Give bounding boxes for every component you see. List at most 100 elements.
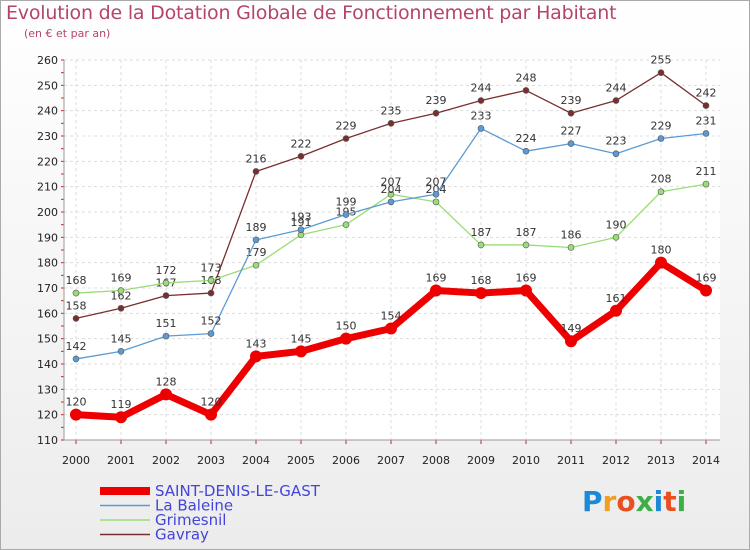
x-tick-label: 2002 — [152, 454, 180, 467]
x-tick-label: 2009 — [467, 454, 495, 467]
x-tick-label: 2014 — [692, 454, 720, 467]
data-label: 128 — [156, 375, 177, 388]
x-tick-label: 2007 — [377, 454, 405, 467]
data-label: 119 — [111, 398, 132, 411]
data-point — [567, 140, 575, 147]
data-label: 199 — [336, 196, 357, 209]
chart-subtitle: (en € et par an) — [24, 27, 111, 40]
data-label: 161 — [606, 292, 627, 305]
data-point — [387, 198, 395, 206]
data-point — [252, 261, 260, 269]
data-label: 179 — [246, 246, 267, 259]
data-point — [117, 287, 125, 294]
data-label: 120 — [66, 396, 87, 409]
data-label: 169 — [696, 272, 717, 285]
x-tick-label: 2010 — [512, 454, 540, 467]
data-point — [342, 211, 350, 218]
data-point — [702, 102, 710, 109]
data-point — [252, 236, 260, 244]
data-point — [250, 350, 262, 363]
x-tick-label: 2005 — [287, 454, 315, 467]
data-label: 186 — [561, 228, 582, 241]
data-point — [432, 198, 440, 206]
data-point — [567, 244, 575, 251]
data-point — [162, 279, 170, 287]
data-label: 158 — [66, 299, 87, 312]
x-tick-label: 2011 — [557, 454, 585, 467]
y-tick-label: 120 — [37, 409, 58, 422]
data-point — [432, 190, 440, 198]
data-point — [610, 304, 622, 317]
x-tick-label: 2003 — [197, 454, 225, 467]
x-tick-label: 2006 — [332, 454, 360, 467]
data-label: 244 — [471, 82, 492, 95]
data-label: 224 — [516, 132, 537, 145]
data-point — [477, 241, 485, 249]
data-point — [522, 147, 530, 155]
y-tick-label: 130 — [37, 383, 58, 396]
data-label: 168 — [66, 274, 87, 287]
data-point — [162, 332, 170, 340]
chart-title: Evolution de la Dotation Globale de Fonc… — [6, 2, 617, 24]
data-point — [342, 135, 350, 142]
data-label: 231 — [696, 114, 717, 127]
y-tick-label: 140 — [37, 358, 58, 371]
data-point — [657, 69, 665, 76]
data-point — [612, 97, 620, 104]
data-label: 169 — [111, 272, 132, 285]
y-tick-label: 230 — [37, 130, 58, 143]
data-label: 145 — [291, 332, 312, 345]
data-label: 152 — [201, 315, 222, 328]
data-point — [72, 315, 80, 322]
data-label: 120 — [201, 396, 222, 409]
data-point — [297, 152, 305, 160]
data-point — [72, 289, 80, 297]
data-label: 191 — [291, 216, 312, 229]
data-point — [565, 335, 577, 348]
data-label: 208 — [651, 173, 672, 186]
data-label: 149 — [561, 322, 582, 335]
data-label: 168 — [471, 274, 492, 287]
data-label: 207 — [381, 175, 402, 188]
data-label: 180 — [651, 244, 672, 257]
x-tick-label: 2013 — [647, 454, 675, 467]
data-label: 248 — [516, 71, 537, 84]
data-point — [252, 168, 260, 175]
data-point — [612, 234, 620, 241]
data-label: 162 — [111, 289, 132, 302]
data-point — [340, 332, 352, 345]
data-label: 150 — [336, 320, 357, 333]
data-label: 229 — [336, 120, 357, 133]
x-tick-label: 2012 — [602, 454, 630, 467]
data-point — [297, 226, 305, 234]
data-point — [657, 188, 665, 196]
data-label: 211 — [696, 165, 717, 178]
proxiti-logo: Proxiti — [582, 485, 687, 518]
data-label: 169 — [516, 272, 537, 285]
y-tick-label: 160 — [37, 307, 58, 320]
data-point — [700, 284, 712, 297]
data-label: 145 — [111, 332, 132, 345]
x-tick-label: 2004 — [242, 454, 270, 467]
x-tick-label: 2001 — [107, 454, 135, 467]
data-label: 229 — [651, 120, 672, 133]
y-tick-label: 150 — [37, 333, 58, 346]
data-point — [655, 256, 667, 269]
data-point — [702, 130, 710, 137]
data-point — [520, 284, 532, 297]
data-point — [117, 348, 125, 355]
x-tick-label: 2008 — [422, 454, 450, 467]
data-label: 216 — [246, 152, 267, 165]
y-tick-label: 180 — [37, 257, 58, 270]
data-label: 187 — [471, 226, 492, 239]
y-tick-label: 110 — [37, 434, 58, 447]
data-point — [430, 284, 442, 297]
data-label: 227 — [561, 125, 582, 138]
data-point — [522, 241, 530, 249]
data-point — [162, 292, 170, 299]
legend-label: SAINT-DENIS-LE-GAST — [155, 482, 321, 500]
data-point — [387, 190, 395, 198]
data-label: 239 — [426, 94, 447, 107]
data-point — [117, 304, 125, 312]
